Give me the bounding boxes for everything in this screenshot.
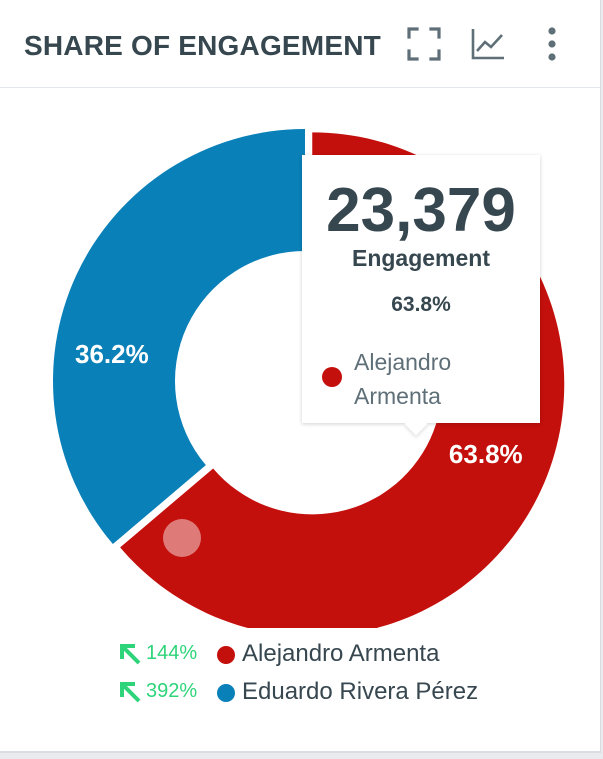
chart-tooltip: 23,379 Engagement 63.8% Alejandro Arment… (302, 155, 540, 423)
hover-marker (163, 519, 201, 557)
legend-trend-value: 392% (146, 680, 198, 702)
more-options-button[interactable] (532, 24, 572, 64)
more-vertical-icon (548, 27, 556, 61)
fullscreen-icon (407, 27, 441, 61)
tooltip-series-name: Alejandro Armenta (354, 349, 452, 409)
tooltip-series-dot (322, 367, 342, 387)
tooltip-metric: Engagement (351, 245, 491, 271)
legend-series-name: Alejandro Armenta (242, 640, 440, 667)
fullscreen-button[interactable] (404, 24, 444, 64)
card-header: SHARE OF ENGAGEMENT (0, 0, 600, 88)
legend-series-name: Eduardo Rivera Pérez (242, 678, 479, 705)
legend-dot (217, 646, 235, 664)
trend-up-icon (120, 682, 141, 703)
card-title: SHARE OF ENGAGEMENT (24, 30, 381, 61)
donut-slice[interactable] (52, 129, 305, 545)
legend-dot (217, 684, 235, 702)
legend-trend-value: 144% (146, 642, 198, 664)
tooltip-percent: 63.8% (391, 293, 451, 316)
tooltip-value: 23,379 (326, 176, 516, 245)
slice-label: 63.8% (449, 439, 523, 469)
slice-label: 36.2% (75, 339, 149, 369)
line-chart-icon (471, 29, 504, 60)
line-chart-button[interactable] (468, 24, 508, 64)
trend-up-icon (120, 644, 141, 665)
